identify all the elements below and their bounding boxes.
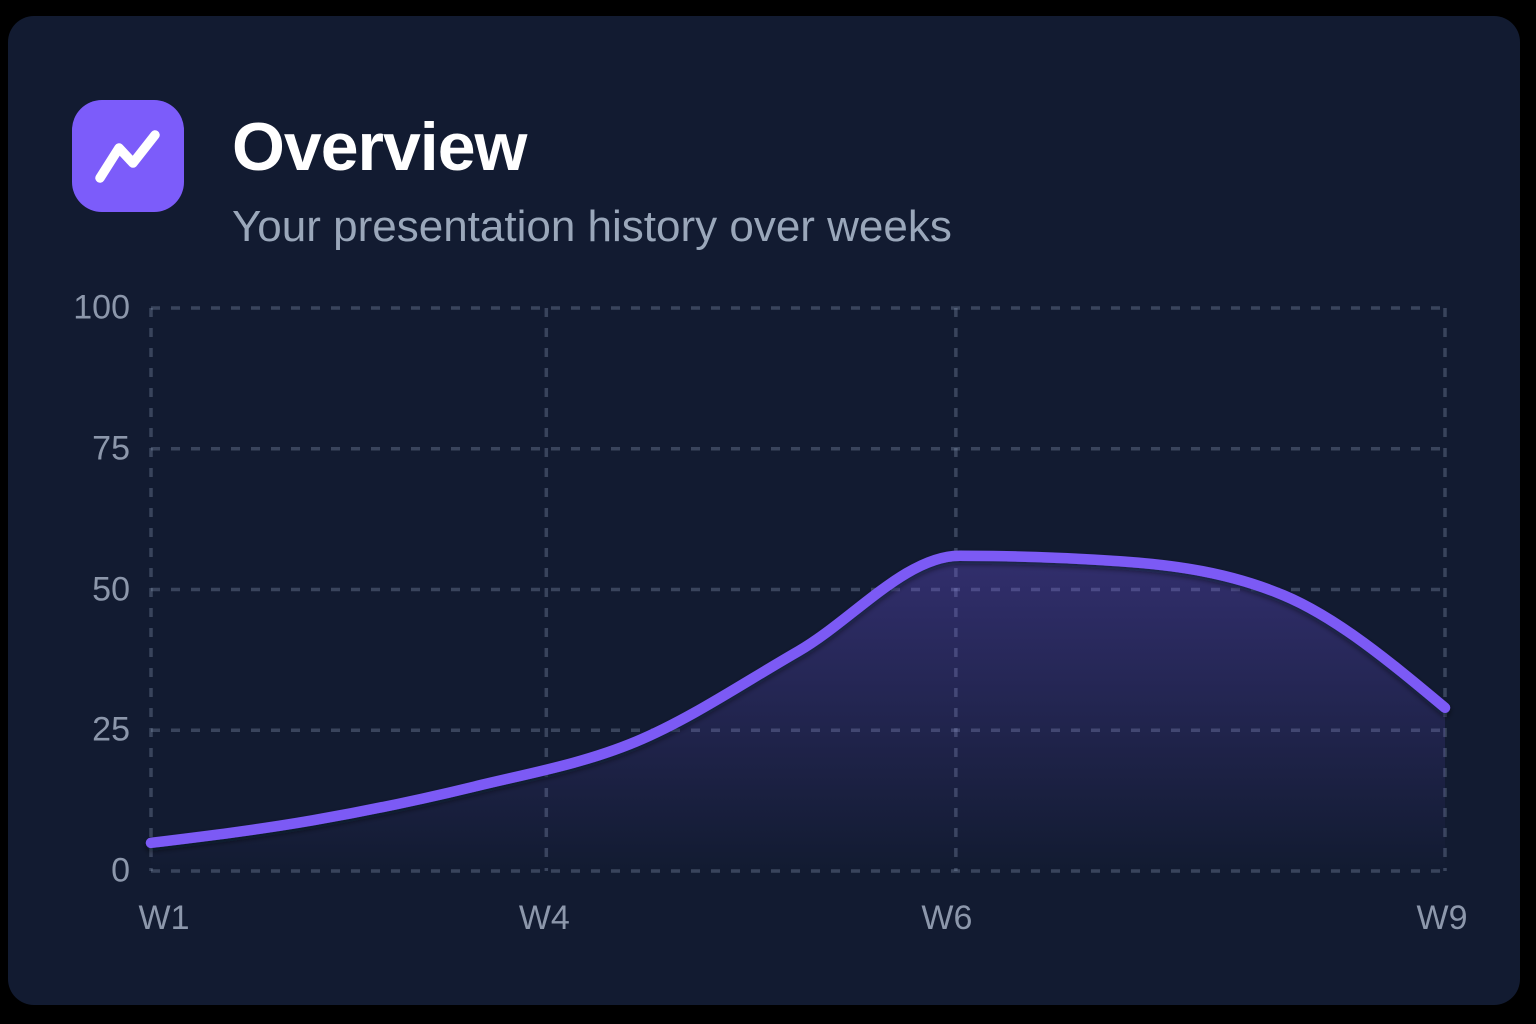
chart-plot-svg[interactable]: [145, 306, 1451, 873]
chart-area-fill: [151, 555, 1445, 871]
y-axis-tick-label: 50: [92, 570, 130, 608]
x-axis-tick-label: W6: [921, 899, 973, 937]
page-title: Overview: [232, 109, 527, 185]
y-axis-tick-label: 25: [92, 710, 130, 749]
page-subtitle: Your presentation history over weeks: [232, 202, 952, 251]
chart-trend-icon: [95, 130, 160, 183]
x-axis-tick-label: W1: [138, 899, 190, 937]
chart-line: [145, 550, 1451, 849]
x-axis-tick-label: W9: [1416, 899, 1468, 937]
y-axis-tick-label: 0: [111, 851, 130, 890]
area-chart[interactable]: [145, 306, 1451, 873]
overview-card: Overview Your presentation history over …: [8, 16, 1520, 1005]
y-axis-tick-label: 100: [73, 288, 130, 327]
x-axis-tick-label: W4: [518, 899, 570, 937]
y-axis-tick-label: 75: [92, 429, 130, 468]
icon-badge: [72, 100, 184, 212]
